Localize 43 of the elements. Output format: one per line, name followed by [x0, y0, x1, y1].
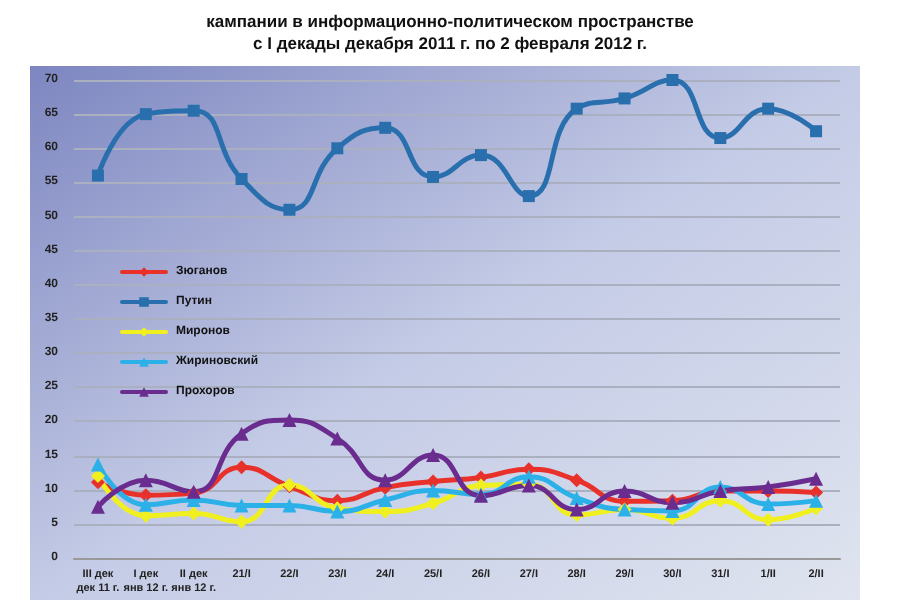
- point: [90, 469, 105, 484]
- point: [809, 493, 824, 508]
- point: [234, 498, 249, 513]
- point: [666, 74, 679, 86]
- point: [330, 431, 345, 446]
- point: [138, 497, 153, 512]
- point: [331, 142, 344, 155]
- chart-title: кампании в информационно-политическом пространстве с I декады декабря 2011 г. по 2 февраля 2012 г.: [206, 11, 695, 53]
- point: [282, 413, 297, 428]
- point: [90, 499, 105, 514]
- point: [90, 457, 105, 472]
- point: [810, 125, 823, 138]
- point: [187, 104, 200, 117]
- point: [139, 108, 152, 121]
- point: [91, 169, 104, 182]
- point: [569, 473, 584, 488]
- point: [138, 488, 153, 503]
- point: [569, 502, 584, 517]
- point: [809, 471, 824, 486]
- point: [714, 132, 727, 145]
- point: [522, 190, 535, 203]
- point: [379, 121, 392, 134]
- point: [761, 512, 776, 527]
- point: [282, 498, 297, 513]
- point: [570, 102, 583, 115]
- point: [426, 483, 441, 498]
- point: [761, 497, 776, 512]
- point: [761, 479, 776, 494]
- point: [186, 506, 201, 521]
- point: [617, 484, 632, 499]
- point: [234, 460, 249, 475]
- point: [138, 473, 153, 488]
- point: [378, 492, 393, 507]
- point: [283, 203, 296, 216]
- point: [378, 473, 393, 488]
- point: [762, 102, 775, 115]
- point: [235, 173, 248, 186]
- point: [618, 92, 631, 105]
- point: [474, 149, 487, 162]
- point: [426, 447, 441, 462]
- point: [569, 490, 584, 505]
- point: [427, 170, 440, 183]
- point: [426, 496, 441, 511]
